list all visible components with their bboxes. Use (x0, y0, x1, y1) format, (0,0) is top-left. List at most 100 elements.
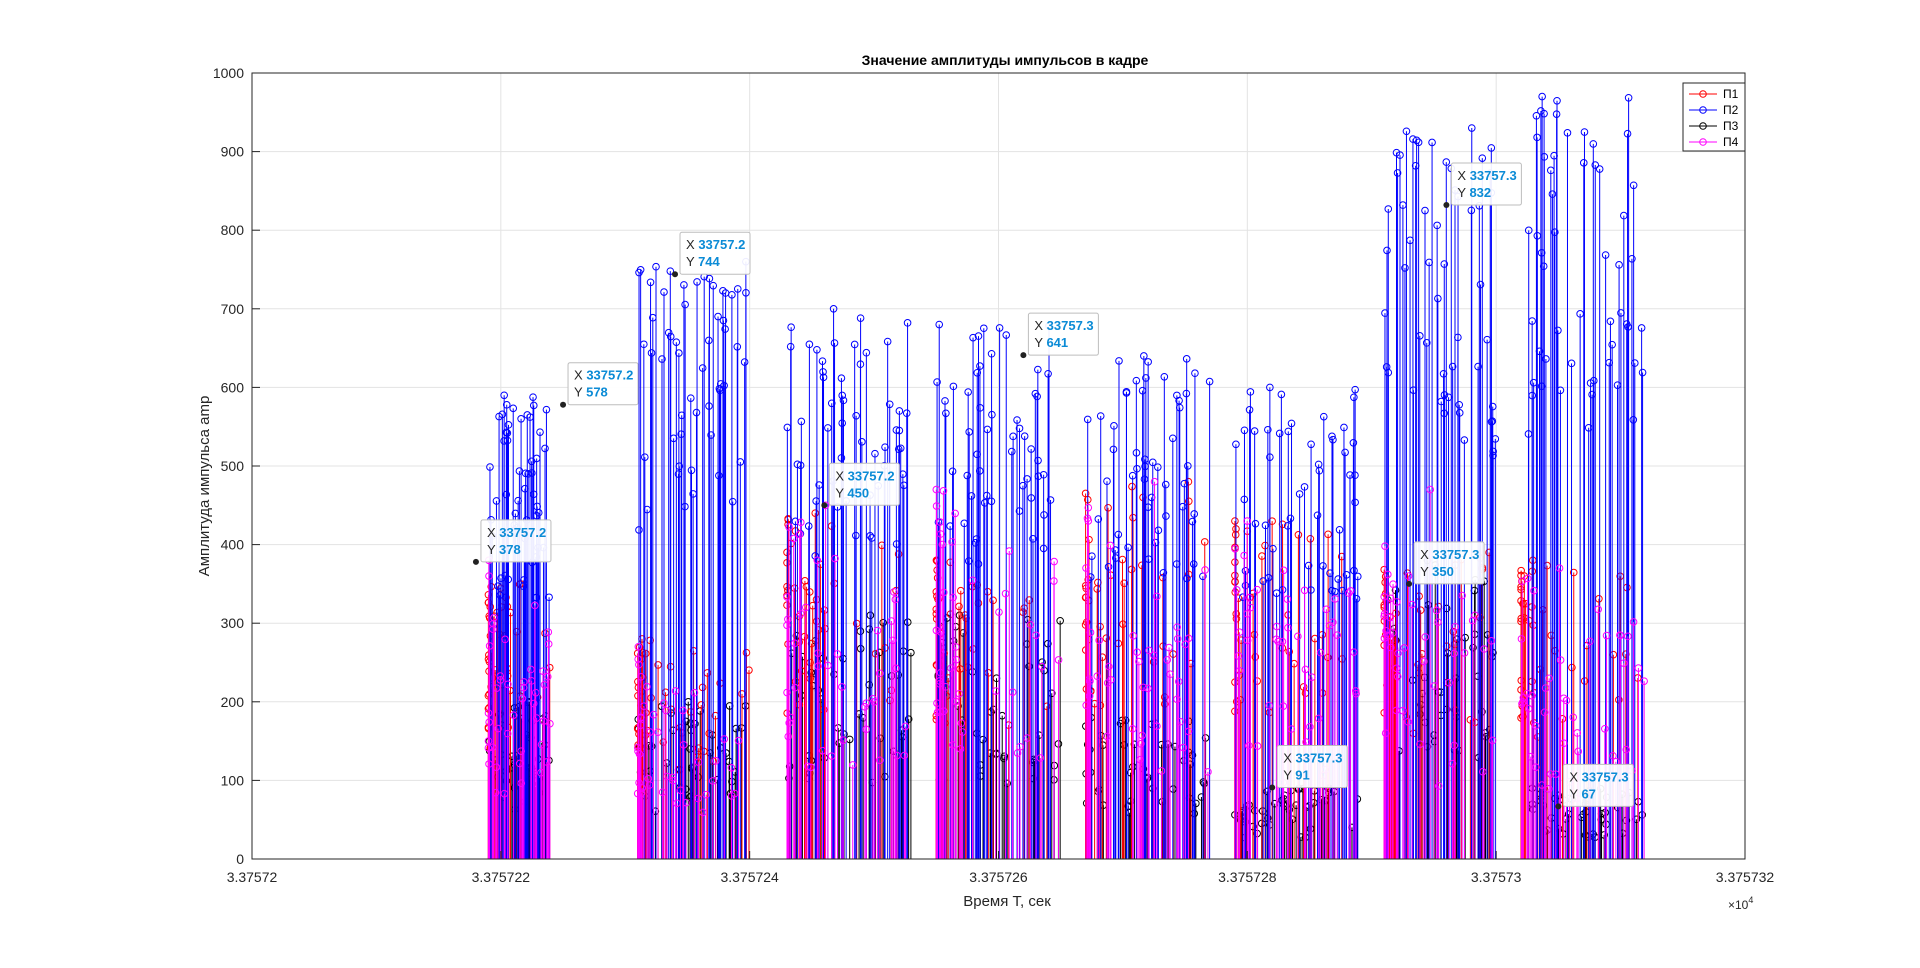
stem-marker (1556, 386, 1565, 395)
legend-item: П4 (1689, 135, 1739, 149)
stem-marker (867, 534, 876, 542)
stem-marker (812, 497, 820, 505)
stem-marker (1324, 530, 1332, 539)
legend-label: П4 (1723, 135, 1739, 149)
stem-marker (1533, 231, 1542, 240)
x-tick-label: 3.375722 (472, 869, 531, 885)
y-tick-label: 100 (221, 772, 245, 788)
stem-marker (1050, 577, 1058, 585)
stem-marker (664, 328, 673, 337)
stem-marker (660, 699, 668, 708)
stem-marker (539, 717, 548, 726)
stem-marker (496, 676, 505, 684)
stem-marker (545, 593, 553, 602)
series-П4 (1231, 517, 1360, 859)
stem-marker (1488, 402, 1497, 411)
stem-marker (1408, 600, 1416, 609)
stem-marker (647, 349, 656, 357)
stem-marker (500, 391, 508, 400)
stem-marker (1082, 618, 1091, 627)
stem-marker (1037, 662, 1046, 671)
stem-marker (871, 649, 880, 658)
stem-marker (1601, 724, 1609, 733)
stem-marker (1574, 747, 1583, 756)
stem-marker (1346, 471, 1354, 479)
stem-marker (1026, 621, 1035, 629)
stem-marker (646, 278, 655, 287)
stem-marker (1142, 374, 1150, 382)
stem-marker (635, 660, 643, 669)
stem-marker (637, 672, 645, 681)
stem-marker (1002, 331, 1011, 339)
datatip-y-value: 744 (698, 254, 720, 269)
stem-marker (1331, 595, 1339, 603)
stem-marker (1540, 708, 1549, 717)
stem-marker (539, 667, 547, 675)
stem-marker (1628, 254, 1636, 263)
stem-marker (1517, 635, 1526, 643)
stem-marker (504, 575, 513, 584)
stem-marker (1460, 436, 1469, 444)
stem-marker (784, 615, 792, 624)
legend-label: П2 (1723, 103, 1739, 117)
stem-marker (1182, 355, 1191, 363)
stem-marker (885, 400, 894, 409)
stem-marker (1174, 677, 1183, 686)
stem-marker (1029, 535, 1037, 543)
datatip-x: X 33757.2 (835, 468, 894, 483)
stem-marker (1050, 557, 1058, 566)
stem-marker (1608, 340, 1616, 349)
stem-marker (1015, 424, 1024, 433)
stem-marker (1240, 551, 1248, 560)
stem-marker (492, 497, 501, 505)
datatip-x-value: 33757.2 (848, 468, 895, 483)
stem-marker (734, 736, 743, 745)
datatip-box (828, 462, 900, 506)
stem-marker (669, 776, 677, 785)
stem-marker (862, 348, 871, 357)
stem-marker (806, 763, 815, 772)
stem-marker (1556, 656, 1565, 664)
stem-marker (824, 661, 832, 670)
stem-marker (1458, 591, 1466, 600)
datatip-y-value: 67 (1581, 786, 1595, 801)
stem-marker (1541, 684, 1550, 692)
stem-marker (804, 522, 813, 530)
stem-marker (866, 532, 874, 540)
legend[interactable]: П1 П2 П3 П4 (1682, 82, 1746, 152)
stem-marker (1082, 564, 1090, 572)
stem-marker (1350, 566, 1358, 575)
stem-marker (1622, 320, 1631, 328)
stem-marker (891, 595, 900, 604)
stem-marker (1394, 649, 1402, 658)
stem-marker (1586, 379, 1595, 387)
datatip-x: X 33757.3 (1569, 769, 1628, 784)
stem-marker (486, 463, 494, 471)
stem-marker (980, 499, 989, 507)
stem-marker (1432, 606, 1441, 615)
stem-marker (1283, 595, 1292, 603)
datatip-y: Y 350 (1420, 564, 1454, 579)
stem-marker (529, 401, 538, 410)
stem-marker (862, 699, 871, 707)
stem-marker (1172, 560, 1181, 568)
stem-marker (1139, 683, 1148, 692)
stem-marker (1009, 432, 1017, 441)
stem-marker (1393, 598, 1401, 606)
stem-marker (694, 744, 703, 752)
stem-marker (1467, 124, 1476, 132)
stem-marker (1294, 531, 1303, 539)
stem-marker (502, 401, 511, 409)
stem-marker (1259, 577, 1267, 585)
burst (1231, 383, 1362, 859)
stem-marker (1184, 462, 1192, 470)
stem-marker (1548, 190, 1557, 198)
stem-marker (830, 339, 839, 347)
stem-marker (1181, 640, 1190, 649)
stem-marker (1268, 517, 1276, 525)
stem-marker (1430, 682, 1439, 690)
stem-marker (705, 274, 714, 283)
y-tick-label: 0 (236, 851, 244, 867)
stem-marker (1524, 704, 1533, 713)
datatip-box (1450, 162, 1522, 206)
